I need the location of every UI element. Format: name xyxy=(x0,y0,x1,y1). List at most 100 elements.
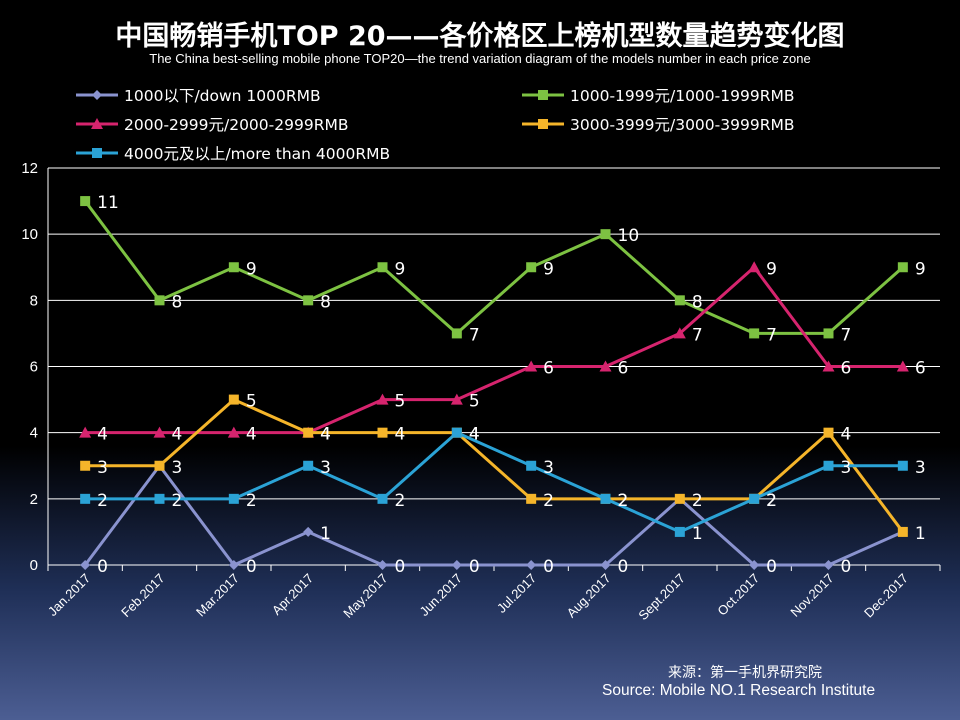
data-label: 3 xyxy=(915,458,926,478)
x-tick-label: Jun.2017 xyxy=(417,571,465,619)
data-label: 11 xyxy=(97,193,119,213)
data-label: 5 xyxy=(246,392,257,412)
y-tick-label: 12 xyxy=(21,160,38,177)
data-point-s2 xyxy=(749,328,760,339)
data-label: 4 xyxy=(395,425,406,445)
legend-label: 3000-3999元/3000-3999RMB xyxy=(570,116,795,134)
series-line-4 xyxy=(85,398,905,533)
series-line-5 xyxy=(85,431,903,534)
data-label: 4 xyxy=(246,425,257,445)
data-point-s5 xyxy=(600,493,611,504)
data-point-s5 xyxy=(377,493,388,504)
data-point-s1 xyxy=(80,560,91,570)
x-tick-label: Nov.2017 xyxy=(787,571,836,620)
data-label: 2 xyxy=(395,491,406,511)
data-point-s1 xyxy=(228,560,239,570)
data-label: 7 xyxy=(469,325,480,345)
data-label: 9 xyxy=(246,259,257,279)
data-point-s1 xyxy=(303,526,314,537)
data-point-s4 xyxy=(80,460,91,471)
data-label: 3 xyxy=(841,458,852,478)
data-point-s5 xyxy=(526,460,537,471)
data-label: 0 xyxy=(469,557,480,577)
x-tick-label: Jul.2017 xyxy=(494,571,539,616)
x-tick-label: Sept.2017 xyxy=(635,571,688,624)
data-point-s5 xyxy=(674,526,685,537)
data-label: 7 xyxy=(692,325,703,345)
data-point-s1 xyxy=(377,560,388,570)
series-line-1 xyxy=(83,464,904,567)
data-point-s4 xyxy=(303,427,314,438)
data-point-s3 xyxy=(153,426,166,438)
data-label: 4 xyxy=(320,425,331,445)
data-point-s5 xyxy=(451,427,462,438)
data-point-s1 xyxy=(823,560,834,570)
data-label: 4 xyxy=(469,425,480,445)
legend-swatch xyxy=(76,90,118,100)
data-label: 1 xyxy=(692,524,703,544)
y-tick-label: 4 xyxy=(30,425,38,442)
data-point-s4 xyxy=(228,394,239,405)
data-point-s5 xyxy=(303,460,314,471)
data-point-s5 xyxy=(80,493,91,504)
legend-swatch xyxy=(76,118,118,129)
data-label: 9 xyxy=(395,259,406,279)
data-point-s2 xyxy=(80,196,91,207)
data-point-s3 xyxy=(896,360,909,372)
data-label: 0 xyxy=(543,557,554,577)
legend-label: 1000以下/down 1000RMB xyxy=(124,87,321,105)
data-label: 3 xyxy=(172,458,183,478)
data-label: 4 xyxy=(320,425,331,445)
data-point-s2 xyxy=(823,328,834,339)
data-label: 2 xyxy=(766,491,777,511)
y-tick-label: 10 xyxy=(21,226,38,243)
data-label: 4 xyxy=(172,425,183,445)
data-label: 2 xyxy=(618,491,629,511)
data-label: 3 xyxy=(543,458,554,478)
data-point-s5 xyxy=(823,460,834,471)
chart-title: 中国畅销手机TOP 20——各价格区上榜机型数量趋势变化图 xyxy=(115,21,845,52)
data-point-s2 xyxy=(600,229,611,240)
data-label: 1 xyxy=(320,524,331,544)
data-label: 10 xyxy=(618,226,640,246)
legend-swatch xyxy=(522,119,564,129)
data-label: 9 xyxy=(543,259,554,279)
legend-label: 1000-1999元/1000-1999RMB xyxy=(570,87,795,105)
data-label: 6 xyxy=(543,359,554,379)
data-label: 0 xyxy=(395,557,406,577)
data-label: 0 xyxy=(766,557,777,577)
legend-item-1: 1000以下/down 1000RMB xyxy=(74,84,321,106)
legend-swatch xyxy=(522,90,564,100)
chart-subtitle: The China best-selling mobile phone TOP2… xyxy=(149,51,811,66)
data-point-s3 xyxy=(673,327,686,339)
data-label: 7 xyxy=(841,325,852,345)
data-label: 6 xyxy=(915,359,926,379)
x-tick-label: Oct.2017 xyxy=(714,571,762,619)
data-point-s4 xyxy=(526,493,537,504)
data-point-s4 xyxy=(897,526,908,537)
data-point-s3 xyxy=(822,360,835,372)
data-label: 4 xyxy=(841,425,852,445)
data-label: 0 xyxy=(618,557,629,577)
data-point-s3 xyxy=(376,393,389,405)
x-tick-label: Dec.2017 xyxy=(861,571,911,621)
data-point-s4 xyxy=(377,427,388,438)
data-point-s3 xyxy=(79,426,92,438)
data-point-s4 xyxy=(674,493,685,504)
x-tick-label: Aug.2017 xyxy=(564,571,614,621)
data-point-s3 xyxy=(599,360,612,372)
data-point-s4 xyxy=(823,427,834,438)
data-label: 2 xyxy=(543,491,554,511)
data-point-s4 xyxy=(154,460,165,471)
data-label: 3 xyxy=(97,458,108,478)
data-point-s2 xyxy=(228,262,239,273)
data-label: 2 xyxy=(246,491,257,511)
y-tick-label: 0 xyxy=(30,557,38,574)
data-label: 8 xyxy=(320,292,331,312)
data-label: 0 xyxy=(246,557,257,577)
data-point-s2 xyxy=(154,295,165,306)
data-label: 1 xyxy=(915,524,926,544)
x-tick-label: May.2017 xyxy=(340,571,390,621)
data-point-s3 xyxy=(227,426,240,438)
